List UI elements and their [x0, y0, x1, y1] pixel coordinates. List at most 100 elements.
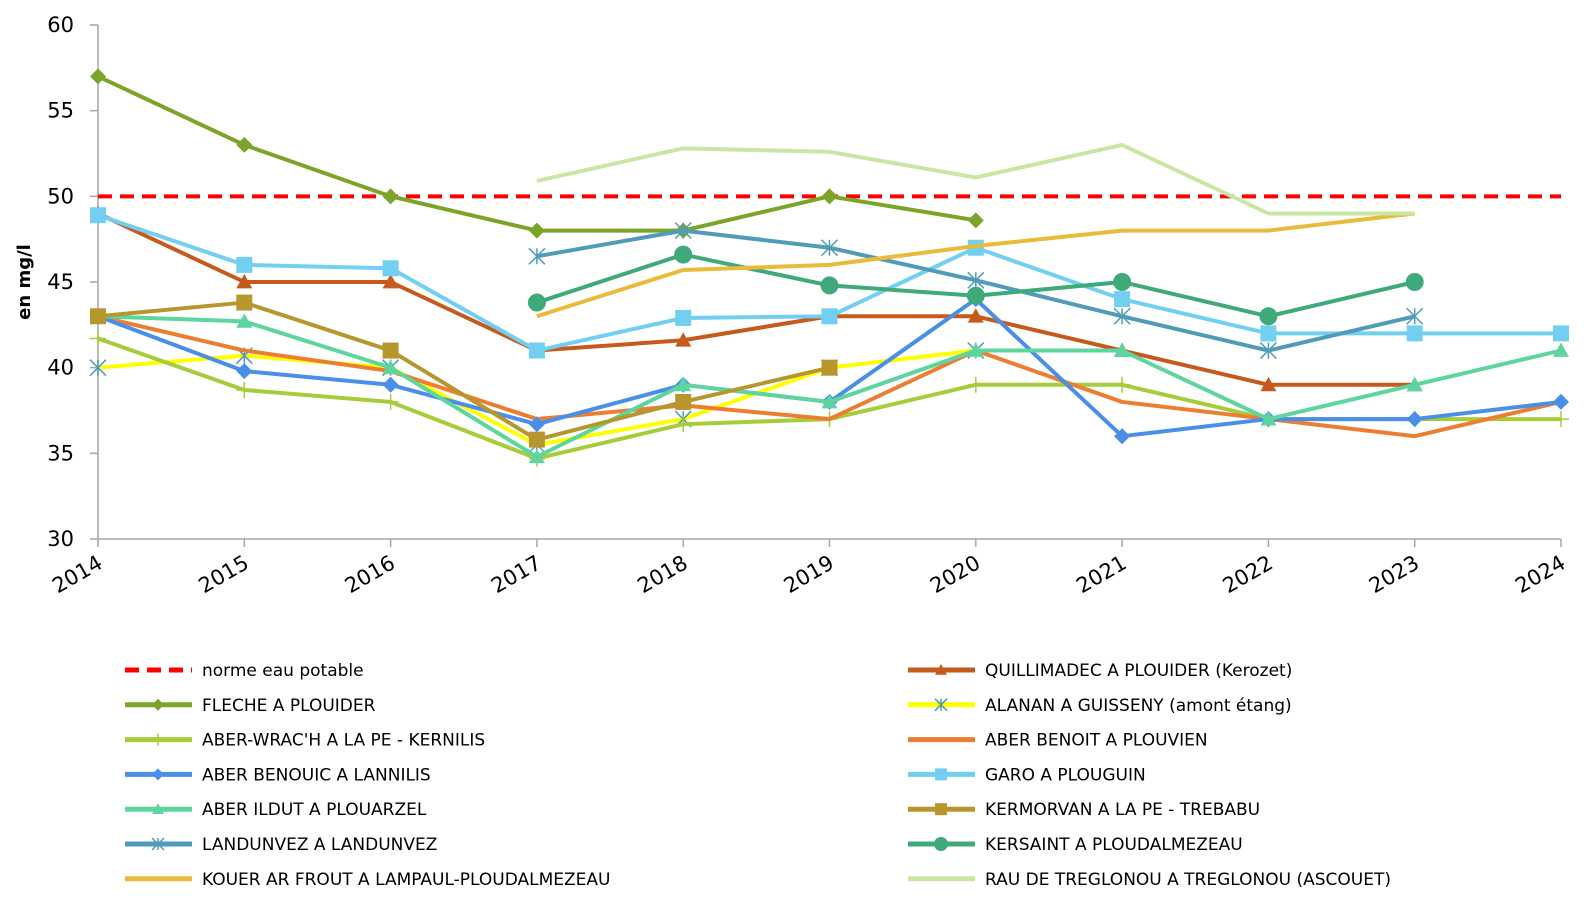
marker	[236, 274, 253, 289]
marker	[1406, 307, 1424, 325]
series	[90, 207, 1569, 359]
series	[528, 222, 1424, 360]
x-tick-label: 2016	[341, 551, 399, 599]
y-tick-label: 60	[47, 13, 74, 37]
series	[90, 68, 984, 239]
marker	[89, 359, 107, 377]
legend-label: RAU DE TREGLONOU A TREGLONOU (ASCOUET)	[985, 870, 1391, 890]
marker	[934, 698, 948, 712]
marker	[152, 803, 164, 814]
marker	[1553, 411, 1569, 428]
marker	[1405, 273, 1424, 291]
marker	[1553, 393, 1569, 410]
y-tick-label: 45	[47, 270, 74, 294]
marker	[675, 332, 692, 347]
marker	[935, 803, 947, 816]
marker	[674, 222, 692, 240]
marker	[967, 212, 984, 229]
legend-label: QUILLIMADEC A PLOUIDER (Kerozet)	[985, 661, 1292, 681]
y-tick-label: 40	[47, 356, 74, 380]
marker	[1406, 376, 1423, 392]
marker	[674, 245, 693, 264]
marker	[820, 276, 839, 295]
x-tick-label: 2017	[487, 551, 545, 599]
marker	[967, 271, 985, 289]
marker	[966, 286, 985, 305]
marker	[1113, 307, 1131, 325]
marker	[1406, 411, 1423, 428]
series-line	[97, 211, 1415, 387]
marker	[528, 431, 545, 448]
marker	[1553, 325, 1569, 342]
marker	[934, 837, 948, 851]
marker	[151, 837, 165, 851]
marker	[820, 239, 839, 257]
marker	[90, 330, 106, 347]
legend-label: ABER ILDUT A PLOUARZEL	[202, 800, 427, 820]
marker	[382, 260, 399, 277]
y-tick-label: 30	[47, 527, 74, 551]
series-line	[97, 314, 1562, 439]
marker	[675, 393, 692, 410]
series	[90, 205, 1423, 392]
marker	[90, 207, 106, 224]
marker	[236, 294, 253, 311]
marker	[152, 768, 164, 781]
marker	[935, 768, 947, 781]
marker	[236, 256, 253, 273]
marker	[1113, 273, 1132, 291]
marker	[382, 376, 399, 393]
legend-label: GARO A PLOUGUIN	[985, 765, 1146, 785]
marker	[382, 393, 399, 410]
marker	[382, 188, 399, 205]
marker	[935, 664, 947, 675]
series	[527, 245, 1424, 326]
marker	[821, 393, 838, 409]
x-tick-label: 2020	[926, 551, 984, 599]
marker	[1114, 376, 1131, 393]
marker	[821, 188, 838, 205]
y-axis-label: en mg/l	[14, 244, 35, 320]
marker	[967, 342, 984, 357]
marker	[1114, 291, 1131, 308]
marker	[821, 359, 838, 376]
marker	[528, 247, 546, 265]
y-tick-label: 55	[47, 99, 74, 123]
series-line	[536, 142, 1415, 216]
marker	[382, 274, 399, 289]
legend-label: KERSAINT A PLOUDALMEZEAU	[985, 835, 1243, 855]
marker	[1260, 411, 1277, 426]
marker	[528, 448, 545, 464]
legend-label: ABER-WRAC'H A LA PE - KERNILIS	[202, 731, 485, 751]
marker	[1259, 342, 1277, 360]
x-tick-label: 2015	[195, 551, 253, 599]
marker	[1114, 428, 1131, 445]
y-tick-label: 50	[47, 184, 74, 208]
marker	[236, 381, 253, 398]
series-line	[536, 211, 1415, 319]
marker	[236, 363, 253, 380]
legend-label: LANDUNVEZ A LANDUNVEZ	[202, 835, 437, 855]
marker	[1406, 325, 1423, 342]
x-tick-label: 2019	[780, 551, 838, 599]
marker	[528, 222, 545, 239]
marker	[1114, 342, 1131, 357]
x-tick-label: 2022	[1219, 551, 1277, 599]
legend-label: ABER BENOUIC A LANNILIS	[202, 765, 431, 785]
legend-label: FLECHE A PLOUIDER	[202, 696, 376, 716]
marker	[1260, 325, 1277, 342]
marker	[967, 308, 984, 323]
x-tick-label: 2014	[48, 551, 106, 599]
marker	[382, 359, 399, 375]
marker	[1553, 342, 1569, 357]
y-tick-label: 35	[47, 441, 74, 465]
legend-label: KOUER AR FROUT A LAMPAUL-PLOUDALMEZEAU	[202, 870, 610, 890]
marker	[821, 308, 838, 325]
series	[536, 211, 1415, 319]
marker	[382, 342, 399, 359]
marker	[528, 416, 545, 433]
marker	[527, 293, 546, 312]
marker	[152, 698, 164, 711]
legend-label: ALANAN A GUISSENY (amont étang)	[985, 696, 1292, 716]
x-tick-label: 2024	[1511, 551, 1569, 599]
